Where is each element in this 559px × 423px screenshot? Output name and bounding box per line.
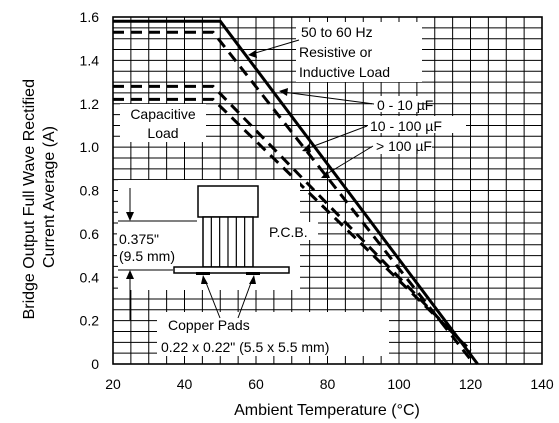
cap-label-100: > 100 µF [376,138,432,154]
y-tick-label: 1.0 [80,139,100,155]
cap-label-10-100: 10 - 100 µF [370,118,442,134]
package-body [198,186,258,217]
dimension-label: (9.5 mm) [119,248,175,264]
x-tick-label: 20 [105,376,121,392]
load-label: 50 to 60 Hz [301,24,373,40]
x-tick-label: 80 [320,376,336,392]
load-label: Inductive Load [299,64,390,80]
x-tick-label: 100 [387,376,411,392]
cap-pointer-head [279,88,288,96]
y-tick-label: 1.2 [80,96,100,112]
pcb-label: P.C.B. [269,224,308,240]
load-pointer-head [248,50,257,58]
pads-label: Copper Pads [168,317,250,333]
cap-pointer [283,92,374,104]
x-axis-label: Ambient Temperature (°C) [234,402,420,419]
y-tick-label: 0.8 [80,183,100,199]
pads-label: 0.22 x 0.22" (5.5 x 5.5 mm) [161,339,329,355]
x-tick-label: 60 [248,376,264,392]
x-tick-label: 40 [177,376,193,392]
y-axis-label-line: Current Average (A) [41,126,58,268]
capacitive-label: Capacitive [130,106,196,122]
cap-label-0-10: 0 - 10 µF [377,97,433,113]
y-axis-label-line: Bridge Output Full Wave Rectified [21,79,38,319]
copper-pad [246,272,260,275]
dimension-label: 0.375" [119,231,159,247]
y-tick-label: 0.2 [80,313,100,329]
x-tick-label: 120 [459,376,483,392]
cap-pointer [325,146,373,175]
x-tick-label: 140 [530,376,554,392]
pcb-board [174,267,289,273]
y-tick-label: 0.4 [80,269,100,285]
y-tick-label: 0.6 [80,226,100,242]
capacitive-label: Load [147,125,178,141]
y-axis-label: Bridge Output Full Wave Rectified Curren… [21,75,58,320]
y-tick-label: 1.6 [80,9,100,25]
cap-pointer [306,126,367,149]
copper-pad [196,272,210,275]
y-tick-label: 1.4 [80,52,100,68]
load-label: Resistive or [299,44,372,60]
y-tick-label: 0 [91,356,99,372]
